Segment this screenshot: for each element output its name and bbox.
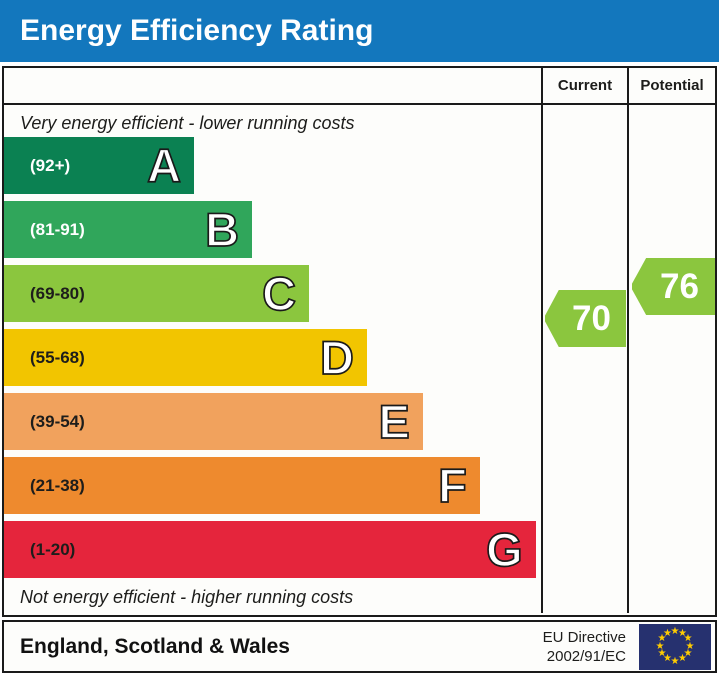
table-header-row: Current Potential bbox=[4, 68, 715, 105]
footer: England, Scotland & Wales EU Directive 2… bbox=[2, 620, 717, 673]
potential-rating-value: 76 bbox=[660, 266, 699, 306]
band: (69-80) C bbox=[4, 265, 310, 322]
eu-flag-star: ★ bbox=[657, 633, 667, 644]
band: (92+) A bbox=[4, 137, 195, 194]
eu-flag-star: ★ bbox=[670, 625, 680, 637]
band-range-label: (21-38) bbox=[30, 475, 85, 495]
page-title: Energy Efficiency Rating bbox=[20, 14, 374, 47]
band: (21-38) F bbox=[4, 457, 480, 514]
band-letter: D bbox=[319, 331, 355, 384]
eu-flag-star: ★ bbox=[663, 627, 672, 639]
band: (1-20) G bbox=[4, 521, 536, 578]
eu-flag-star: ★ bbox=[683, 648, 693, 659]
band-letter: B bbox=[204, 203, 240, 256]
eu-directive-line2: 2002/91/EC bbox=[546, 647, 626, 665]
band-range-label: (1-20) bbox=[30, 539, 76, 559]
band-letter: E bbox=[378, 395, 411, 448]
band-range-label: (92+) bbox=[30, 155, 71, 175]
region-label: England, Scotland & Wales bbox=[20, 634, 290, 658]
eu-flag-star: ★ bbox=[683, 633, 693, 644]
band-range-label: (81-91) bbox=[30, 219, 85, 239]
top-note: Very energy efficient - lower running co… bbox=[20, 113, 355, 133]
eu-directive-label: EU Directive 2002/91/EC bbox=[543, 628, 626, 666]
eu-flag-star: ★ bbox=[685, 640, 695, 652]
band-range-label: (55-68) bbox=[30, 347, 85, 367]
spacer-cell bbox=[4, 68, 541, 103]
eu-flag-star: ★ bbox=[657, 648, 667, 659]
eu-flag-star: ★ bbox=[678, 653, 687, 665]
band-range-label: (39-54) bbox=[30, 411, 85, 431]
band-letter: C bbox=[261, 267, 297, 320]
band-range-label: (69-80) bbox=[30, 283, 85, 303]
bottom-note: Not energy efficient - higher running co… bbox=[20, 587, 354, 607]
eu-flag-star: ★ bbox=[663, 653, 672, 665]
eu-directive-line1: EU Directive bbox=[542, 628, 626, 646]
current-column bbox=[541, 105, 627, 613]
band-letter: F bbox=[437, 459, 467, 512]
band: (55-68) D bbox=[4, 329, 367, 386]
bands-list: (92+) A (81-91) B (69-80) C (55-68) D (3… bbox=[4, 137, 541, 578]
current-rating-arrow: 70 bbox=[545, 290, 626, 347]
band: (39-54) E bbox=[4, 393, 423, 450]
potential-column-header: Potential bbox=[627, 68, 715, 103]
chart-area: Very energy efficient - lower running co… bbox=[4, 105, 541, 613]
eu-flag-star: ★ bbox=[655, 640, 665, 652]
band-letter: A bbox=[146, 139, 182, 192]
eu-flag-icon: ★ ★ ★ ★ ★ ★ ★ ★ ★ ★ ★ ★ bbox=[639, 623, 711, 670]
eu-flag-star: ★ bbox=[670, 655, 680, 667]
potential-rating-arrow: 76 bbox=[632, 258, 715, 315]
table-body-row: Very energy efficient - lower running co… bbox=[4, 105, 715, 613]
band-letter: G bbox=[485, 523, 523, 576]
band: (81-91) B bbox=[4, 201, 253, 258]
current-column-header: Current bbox=[541, 68, 627, 103]
potential-column bbox=[627, 105, 715, 613]
header: Energy Efficiency Rating bbox=[0, 0, 719, 62]
current-rating-value: 70 bbox=[572, 298, 611, 338]
eu-flag-star: ★ bbox=[678, 627, 687, 639]
